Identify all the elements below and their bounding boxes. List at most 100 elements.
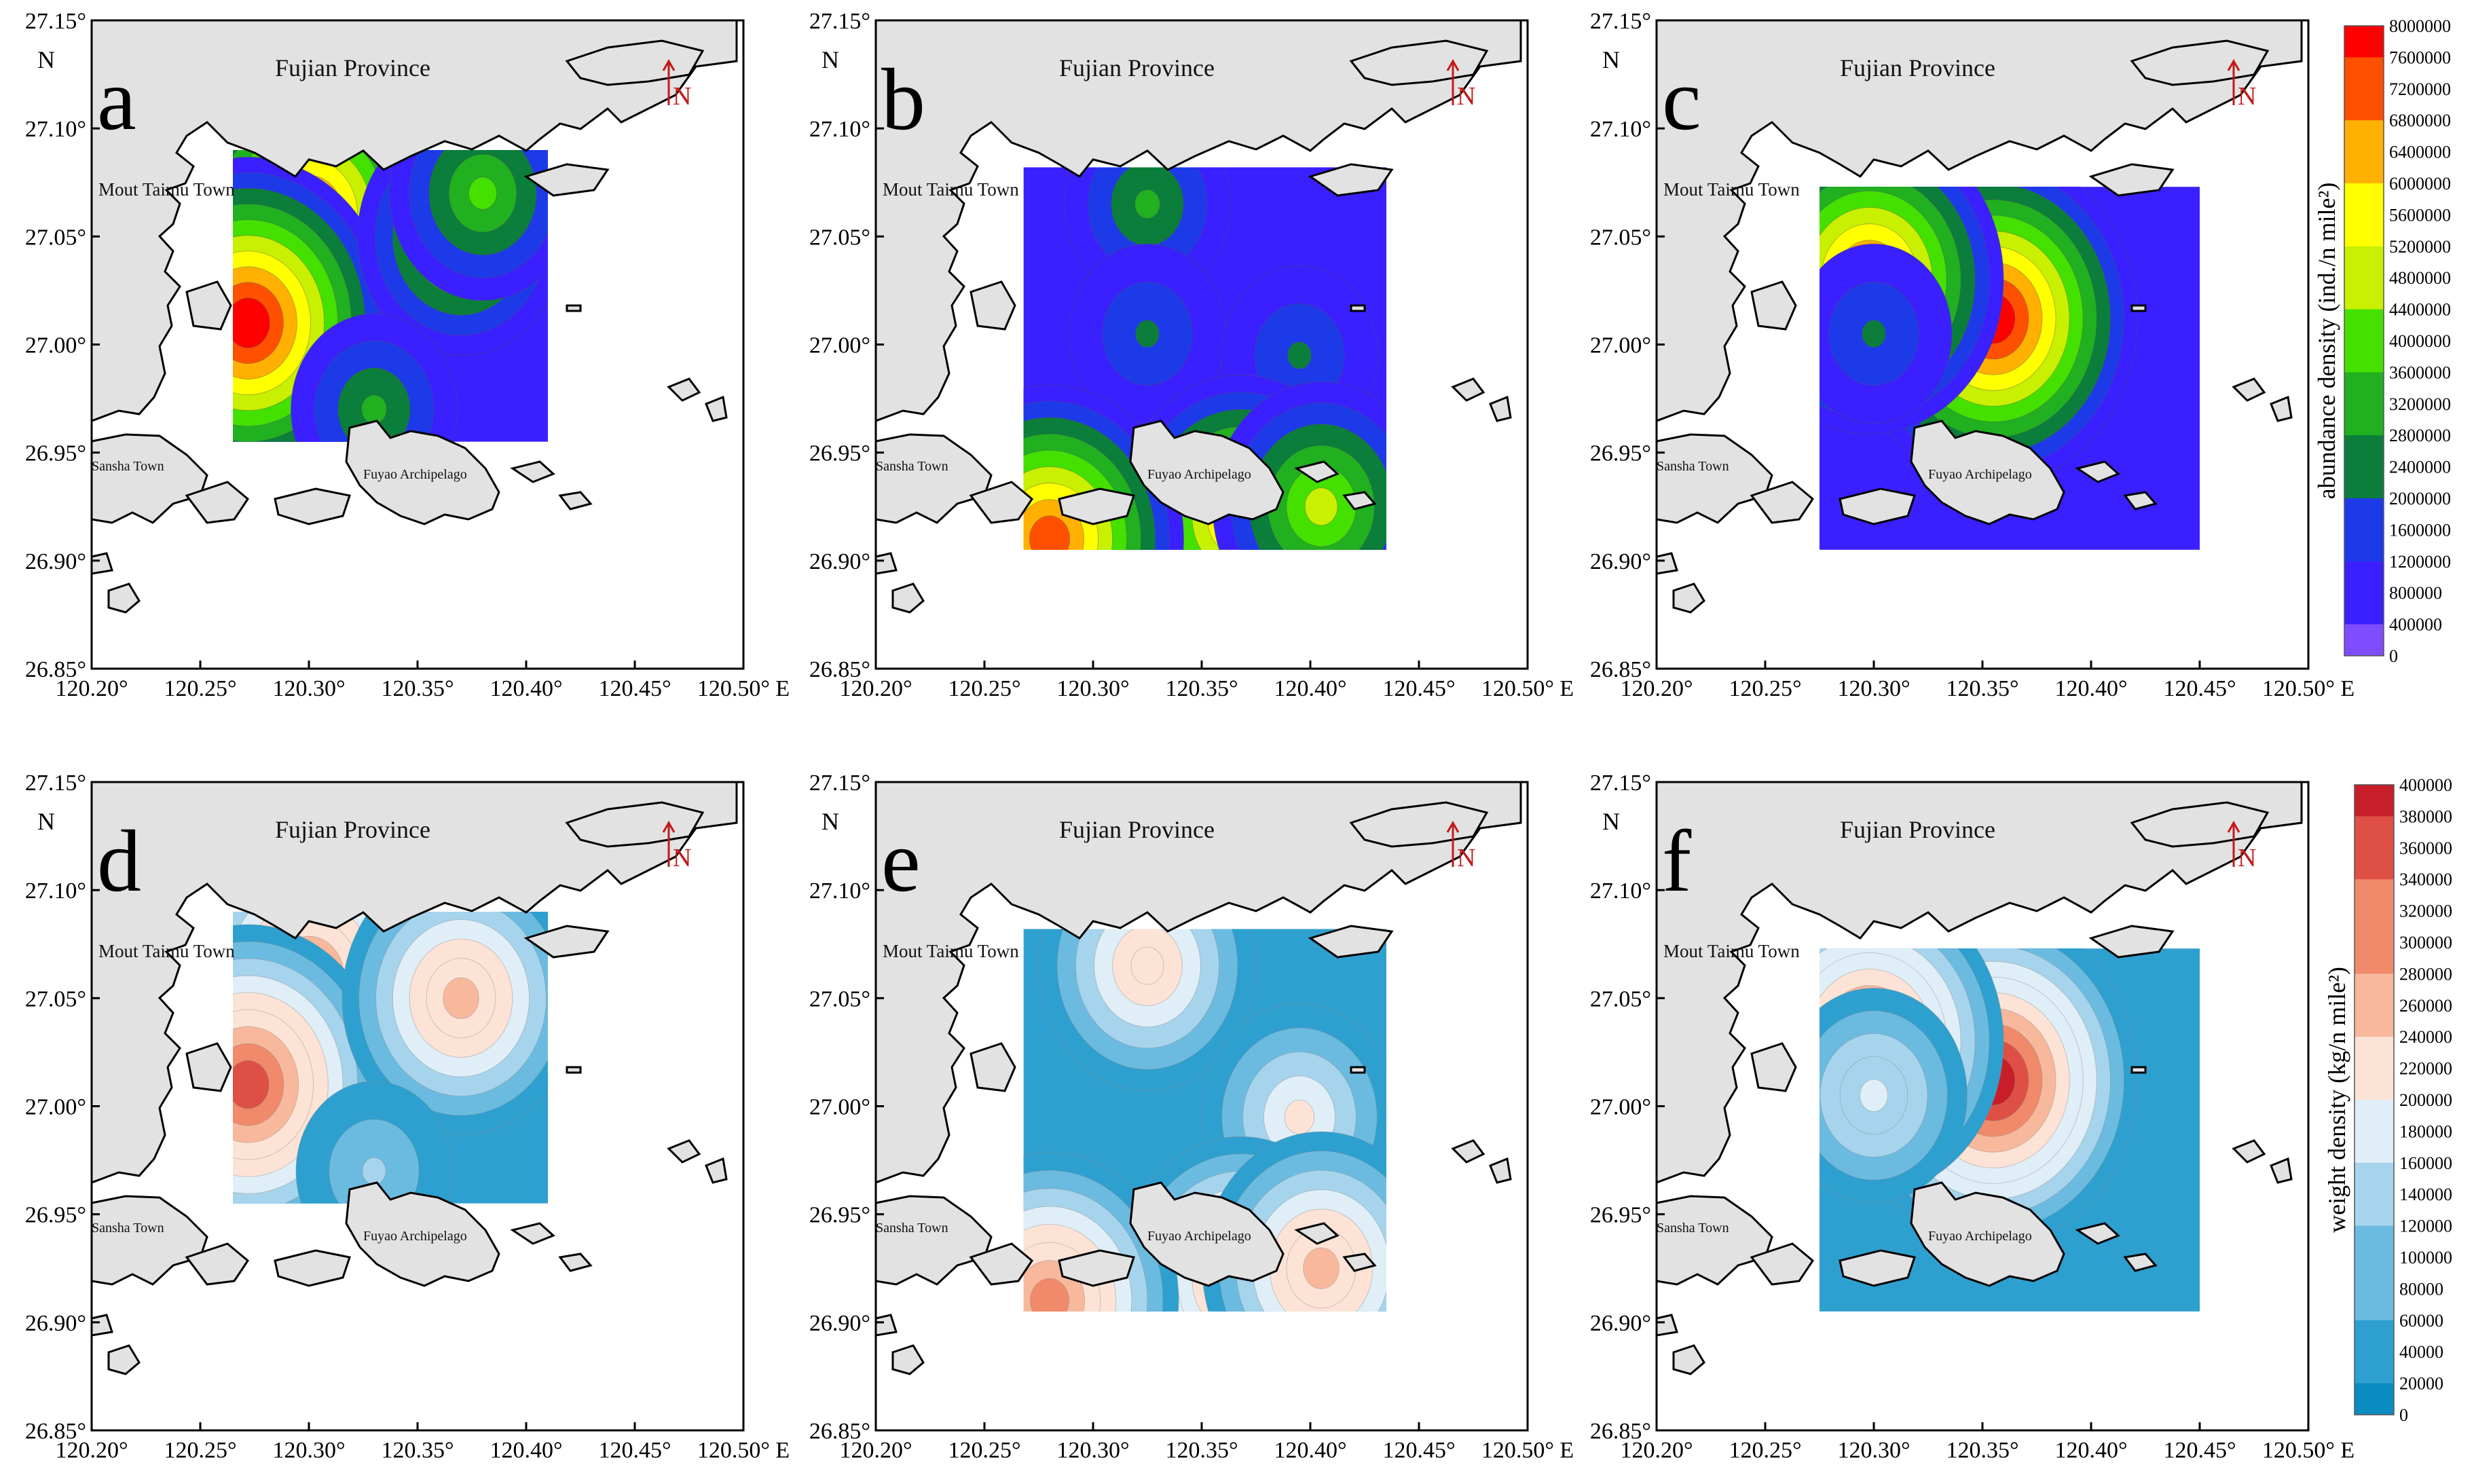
contour-ring <box>1859 1079 1889 1112</box>
colorbar-tick-label: 240000 <box>2399 1027 2452 1047</box>
lat-tick-label: 26.90° <box>1590 549 1651 574</box>
lat-tick-label: 27.15° <box>25 9 86 34</box>
colorbar-diverging: 4000003800003600003400003200003000002800… <box>2323 775 2452 1425</box>
lon-tick-label: 120.45° <box>1382 1438 1455 1463</box>
lat-tick-label: 26.85° <box>1590 657 1651 682</box>
label-fuyao-archipelago: Fuyao Archipelago <box>363 1229 467 1244</box>
lat-tick-label: 26.95° <box>25 1203 86 1228</box>
label-fuyao-archipelago: Fuyao Archipelago <box>363 467 467 482</box>
lon-tick-label: 120.50° E <box>2262 1438 2355 1463</box>
colorbar-tick-label: 1200000 <box>2389 552 2451 572</box>
lon-tick-label: 120.30° <box>272 676 345 701</box>
contour-ring <box>1303 1247 1340 1289</box>
lat-tick-label: 27.15° <box>809 771 870 796</box>
colorbar-swatch <box>2355 1131 2394 1164</box>
colorbar-swatch <box>2344 215 2384 247</box>
lon-tick-label: 120.50° E <box>1481 676 1574 701</box>
lat-tick-label: 27.00° <box>25 1095 86 1120</box>
lon-tick-label: 120.20° <box>1620 1438 1693 1463</box>
lon-tick-label: 120.35° <box>381 676 454 701</box>
lat-tick-label: 27.10° <box>1590 878 1651 904</box>
lon-tick-label: 120.25° <box>948 676 1020 701</box>
lon-tick-label: 120.50° E <box>697 1438 790 1463</box>
contour-ring <box>362 1157 386 1185</box>
lon-tick-label: 120.20° <box>839 1438 912 1463</box>
contour-ring <box>1030 1278 1069 1312</box>
label-sansha-town: Sansha Town <box>876 459 948 474</box>
colorbar-swatch <box>2344 57 2384 90</box>
colorbar-tick-label: 2000000 <box>2389 489 2451 508</box>
lat-tick-label: 27.15° <box>1590 771 1651 796</box>
colorbar-swatch <box>2355 973 2394 1006</box>
lon-tick-label: 120.40° <box>1274 1438 1346 1463</box>
lat-tick-label: 26.85° <box>25 1419 86 1444</box>
colorbar-tick-label: 7600000 <box>2389 48 2451 67</box>
north-letter: N <box>2238 844 2256 872</box>
label-fuyao-archipelago: Fuyao Archipelago <box>1147 467 1251 482</box>
contour-ring <box>233 1060 270 1109</box>
contour-ring <box>1287 341 1312 369</box>
label-fuyao-archipelago: Fuyao Archipelago <box>1147 1229 1251 1244</box>
lon-tick-label: 120.20° <box>1620 676 1693 701</box>
colorbar-tick-label: 340000 <box>2399 870 2452 889</box>
lat-tick-label: 26.85° <box>809 1419 870 1444</box>
lat-axis-letter: N <box>37 46 55 73</box>
lon-tick-label: 120.50° E <box>697 676 790 701</box>
colorbar-swatch <box>2355 1162 2394 1195</box>
colorbar-swatch <box>2355 1194 2394 1227</box>
label-taimu-town: Mout Taimu Town <box>883 941 1019 961</box>
lon-tick-label: 120.45° <box>2163 1438 2236 1463</box>
lon-tick-label: 120.25° <box>1729 1438 1801 1463</box>
colorbar-tick-label: 6000000 <box>2389 174 2451 193</box>
colorbar-swatch <box>2344 183 2384 215</box>
colorbar-swatch <box>2344 372 2384 405</box>
colorbar-tick-label: 180000 <box>2399 1121 2452 1141</box>
colorbar-tick-label: 160000 <box>2399 1153 2452 1173</box>
colorbar-swatch <box>2355 816 2394 849</box>
lat-tick-label: 27.05° <box>809 225 870 250</box>
colorbar-swatch <box>2344 403 2384 436</box>
lat-tick-label: 26.95° <box>25 441 86 466</box>
label-fujian-province: Fujian Province <box>275 816 430 843</box>
lon-tick-label: 120.35° <box>1165 676 1238 701</box>
lon-tick-label: 120.25° <box>164 1438 236 1463</box>
lat-tick-label: 26.90° <box>1590 1311 1651 1336</box>
colorbar-tick-label: 800000 <box>2389 583 2442 603</box>
label-sansha-town: Sansha Town <box>92 1221 164 1236</box>
lon-tick-label: 120.40° <box>2054 1438 2127 1463</box>
colorbar-label: abundance density (ind./n mile²) <box>2313 183 2340 500</box>
map-panel-e: 120.20° 120.25° 120.30° 120.35° 120.40° 120.4… <box>809 771 1574 1463</box>
colorbar-tick-label: 3600000 <box>2389 363 2451 382</box>
colorbar-swatch <box>2355 879 2394 912</box>
panel-letter-a: a <box>97 51 136 149</box>
lon-tick-label: 120.35° <box>1946 1438 2018 1463</box>
contour-ring <box>1304 487 1338 526</box>
colorbar-tick-label: 2800000 <box>2389 426 2451 445</box>
colorbar-tick-label: 0 <box>2389 646 2398 666</box>
lon-tick-label: 120.20° <box>55 676 128 701</box>
lat-tick-label: 26.85° <box>1590 1419 1651 1444</box>
lon-tick-label: 120.50° E <box>1481 1438 1574 1463</box>
colorbar-swatch <box>2344 341 2384 373</box>
colorbar-tick-label: 80000 <box>2399 1279 2443 1299</box>
map-panel-b: 120.20° 120.25° 120.30° 120.35° 120.40° 120.4… <box>809 9 1574 701</box>
panel-letter-b: b <box>881 51 925 149</box>
contour-ring <box>1130 946 1164 985</box>
north-letter: N <box>1457 82 1475 111</box>
density-contour-field <box>1820 187 2200 550</box>
colorbar-swatch <box>2344 435 2384 468</box>
colorbar-swatch <box>2344 309 2384 341</box>
label-taimu-town: Mout Taimu Town <box>98 941 235 961</box>
label-taimu-town: Mout Taimu Town <box>1663 179 1800 200</box>
colorbar-swatch <box>2344 530 2384 562</box>
label-taimu-town: Mout Taimu Town <box>883 179 1019 200</box>
colorbar-swatch <box>2355 1257 2394 1289</box>
lon-tick-label: 120.20° <box>839 676 912 701</box>
lat-tick-label: 27.10° <box>25 117 86 142</box>
label-sansha-town: Sansha Town <box>1657 459 1729 474</box>
north-arrow-head <box>662 58 676 71</box>
colorbar-tick-label: 60000 <box>2399 1311 2443 1331</box>
colorbar-tick-label: 4800000 <box>2389 268 2451 288</box>
colorbar-frame <box>2354 784 2395 1415</box>
